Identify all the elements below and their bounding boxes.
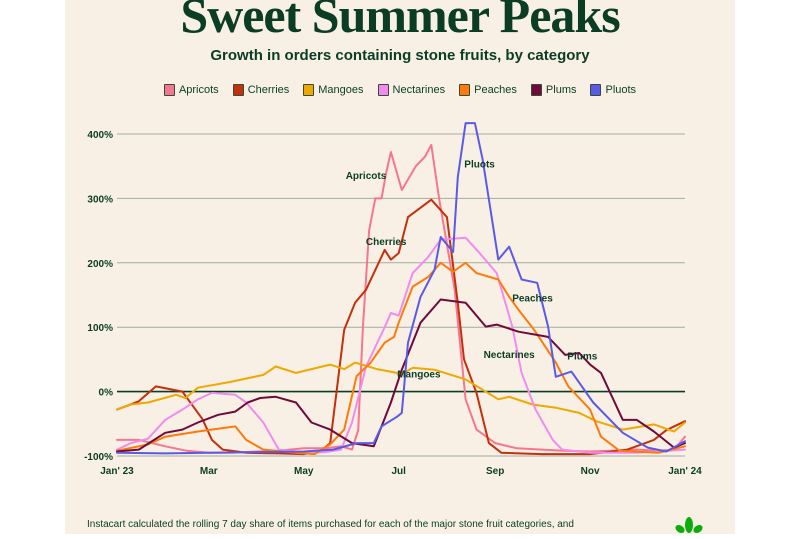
series-line-plums bbox=[116, 298, 686, 453]
x-tick-label: Jul bbox=[391, 466, 406, 477]
series-annotation-apricots: Apricots bbox=[346, 171, 387, 182]
legend-label: Mangoes bbox=[318, 84, 364, 96]
legend-swatch bbox=[377, 84, 389, 96]
legend-label: Peaches bbox=[474, 84, 517, 96]
x-tick-label: Jan' 24 bbox=[668, 466, 702, 477]
legend-item-mangoes: Mangoes bbox=[303, 84, 364, 96]
y-tick-label: 0% bbox=[99, 388, 114, 399]
legend-swatch bbox=[303, 84, 315, 96]
legend-item-cherries: Cherries bbox=[232, 84, 290, 96]
x-tick-label: May bbox=[294, 466, 314, 477]
y-tick-label: 400% bbox=[87, 130, 113, 141]
legend-item-pluots: Pluots bbox=[590, 84, 636, 96]
y-tick-label: 100% bbox=[87, 323, 113, 334]
footnote: Instacart calculated the rolling 7 day s… bbox=[87, 519, 574, 530]
x-tick-label: Mar bbox=[200, 466, 218, 477]
series-annotation-nectarines: Nectarines bbox=[484, 350, 536, 361]
y-tick-label: -100% bbox=[84, 452, 113, 463]
chart-panel bbox=[65, 0, 735, 534]
y-tick-label: 200% bbox=[87, 259, 113, 270]
series-annotation-pluots: Pluots bbox=[464, 159, 495, 170]
series-line-cherries bbox=[116, 198, 686, 456]
legend-label: Cherries bbox=[247, 84, 290, 96]
series-annotation-plums: Plums bbox=[567, 351, 597, 362]
series-annotation-mangoes: Mangoes bbox=[397, 369, 441, 380]
x-tick-label: Jan' 23 bbox=[100, 466, 134, 477]
legend-item-plums: Plums bbox=[530, 84, 577, 96]
legend-swatch bbox=[232, 84, 244, 96]
series-annotation-peaches: Peaches bbox=[512, 293, 553, 304]
x-tick-label: Sep bbox=[486, 466, 504, 477]
y-tick-label: 300% bbox=[87, 194, 113, 205]
legend-item-apricots: Apricots bbox=[163, 84, 219, 96]
x-tick-label: Nov bbox=[581, 466, 600, 477]
legend-swatch bbox=[590, 84, 602, 96]
series-annotation-cherries: Cherries bbox=[366, 237, 407, 248]
legend-swatch bbox=[163, 84, 175, 96]
series-line-mangoes bbox=[116, 361, 686, 433]
series-line-apricots bbox=[116, 143, 686, 454]
instacart-carrot-logo bbox=[675, 517, 703, 534]
legend-swatch bbox=[530, 84, 542, 96]
legend-label: Pluots bbox=[605, 84, 637, 96]
legend-item-peaches: Peaches bbox=[459, 84, 517, 96]
legend-label: Apricots bbox=[178, 84, 219, 96]
series-line-nectarines bbox=[116, 236, 686, 454]
legend-label: Plums bbox=[545, 84, 577, 96]
series-line-pluots bbox=[116, 122, 686, 455]
series-line-peaches bbox=[116, 261, 686, 456]
legend: Apricots Cherries Mangoes Nectarines Peaches… bbox=[0, 84, 800, 96]
legend-item-nectarines: Nectarines bbox=[377, 84, 446, 96]
chart-subtitle: Growth in orders containing stone fruits… bbox=[210, 47, 590, 64]
chart-title: Sweet Summer Peaks bbox=[180, 0, 620, 43]
legend-label: Nectarines bbox=[392, 84, 446, 96]
legend-swatch bbox=[459, 84, 471, 96]
